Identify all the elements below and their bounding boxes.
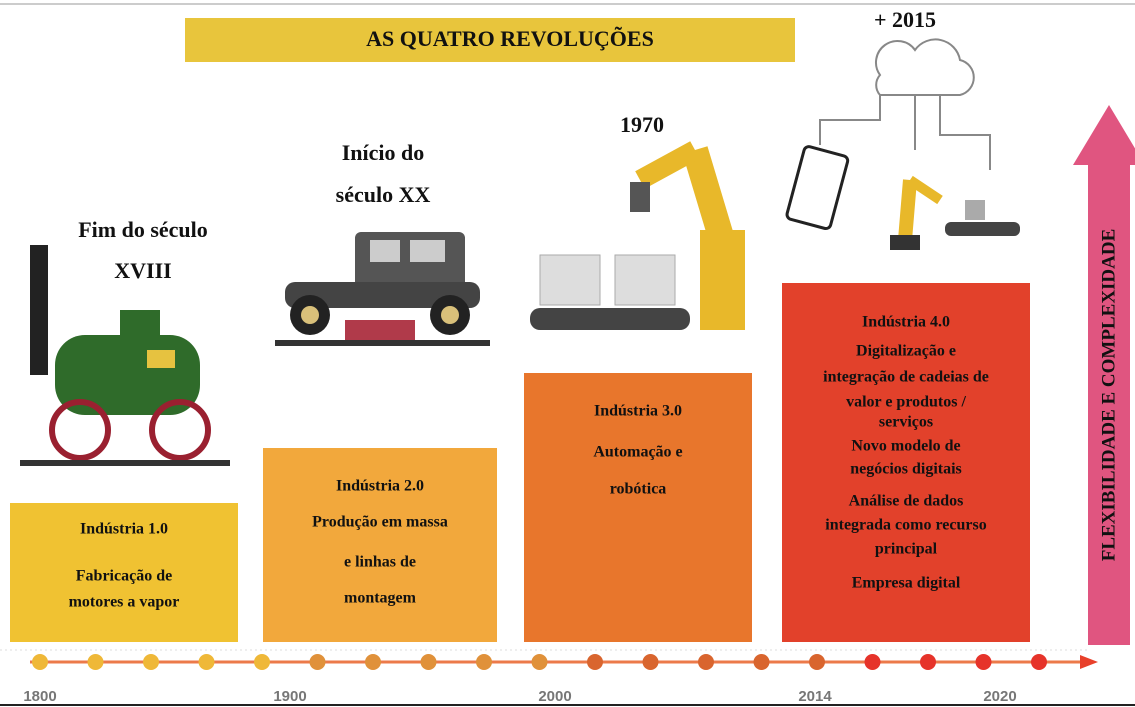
timeline-dot [1031, 654, 1047, 670]
digital-illustration [785, 38, 1020, 250]
timeline-dot [753, 654, 770, 670]
revolution-description: Digitalização e [856, 343, 956, 360]
revolution-description: negócios digitais [850, 461, 962, 478]
timeline-dot [309, 654, 326, 670]
year-label: 2020 [983, 688, 1016, 705]
revolution-description: robótica [610, 481, 667, 498]
era-label: século XX [336, 182, 431, 207]
robot-illustration [530, 141, 745, 330]
revolution-description: valor e produtos / [846, 394, 966, 411]
timeline-dot [864, 654, 881, 670]
era-label: 1970 [620, 112, 664, 137]
timeline-dot [698, 654, 714, 670]
era-label: Fim do século [78, 217, 208, 242]
revolution-description: Produção em massa [312, 514, 448, 531]
timeline-dot [920, 654, 936, 670]
revolution-title: Indústria 1.0 [80, 521, 168, 538]
title-bar [185, 18, 795, 62]
revolution-box [524, 373, 752, 642]
timeline-dot [809, 654, 825, 670]
year-label: 1800 [23, 688, 56, 705]
revolution-description: principal [875, 541, 938, 558]
car-illustration [275, 232, 490, 346]
timeline-dot [143, 654, 159, 670]
revolution-title: Indústria 2.0 [336, 478, 424, 495]
revolution-description: motores a vapor [69, 594, 180, 611]
timeline-dot [198, 654, 215, 670]
year-label: 2014 [798, 688, 832, 705]
timeline-dot [476, 654, 492, 670]
year-label: 1900 [273, 688, 306, 705]
timeline-dot [420, 654, 437, 670]
timeline-dot [975, 654, 992, 670]
revolution-description: Automação e [593, 444, 682, 461]
timeline-arrowhead [1080, 655, 1098, 669]
revolution-description: Análise de dados [849, 493, 964, 510]
revolution-box [263, 448, 497, 642]
title: AS QUATRO REVOLUÇÕES [366, 26, 654, 51]
year-label: 2000 [538, 688, 571, 705]
era-label: XVIII [114, 258, 171, 283]
revolution-title: Indústria 3.0 [594, 403, 682, 420]
revolution-description: serviços [879, 414, 933, 431]
side-label: FLEXIBILIDADE E COMPLEXIDADE [1098, 229, 1119, 562]
revolution-description: integrada como recurso [825, 517, 986, 534]
revolution-box [10, 503, 238, 642]
era-label: Início do [342, 140, 425, 165]
timeline-dot [531, 654, 548, 670]
revolution-description: e linhas de [344, 554, 416, 571]
steam-engine-illustration [20, 245, 230, 466]
top-label: + 2015 [874, 7, 936, 32]
revolution-description: Novo modelo de [851, 438, 960, 455]
timeline-dot [254, 654, 270, 670]
revolution-description: Empresa digital [852, 575, 961, 592]
timeline-dot [642, 654, 659, 670]
revolution-description: Fabricação de [76, 568, 172, 585]
timeline-dot [587, 654, 603, 670]
side-arrow [1073, 105, 1135, 645]
revolution-box [782, 283, 1030, 642]
revolution-description: montagem [344, 590, 417, 607]
timeline-dot [87, 654, 104, 670]
revolution-description: integração de cadeias de [823, 369, 989, 386]
timeline-dot [32, 654, 48, 670]
timeline-dot [365, 654, 381, 670]
revolution-title: Indústria 4.0 [862, 314, 950, 331]
